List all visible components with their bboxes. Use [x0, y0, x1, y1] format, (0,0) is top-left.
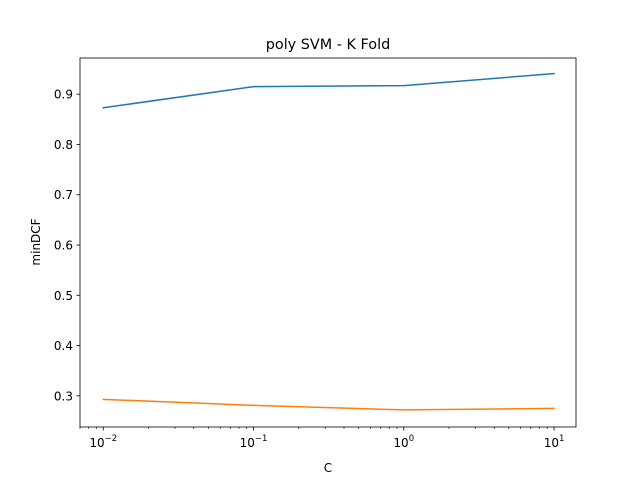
- x-tick-label: 10−1: [240, 434, 268, 450]
- series-line-1: [102, 72, 555, 109]
- axes-frame: [79, 57, 577, 428]
- x-axis-label: C: [324, 461, 332, 475]
- x-tick-label: 10−2: [89, 434, 117, 450]
- y-tick-label: 0.8: [54, 138, 73, 152]
- y-axis-label: minDCF: [29, 218, 43, 265]
- chart-title: poly SVM - K Fold: [266, 37, 390, 53]
- x-tick-label: 101: [544, 434, 565, 450]
- y-tick-label: 0.6: [54, 239, 73, 253]
- y-tick-label: 0.5: [54, 289, 73, 303]
- y-tick-label: 0.3: [54, 389, 73, 403]
- y-tick-label: 0.7: [54, 188, 73, 202]
- plot-area: 10−2 10−1 100 101 0.3 0.4 0.5 0.6 0.7 0.8 0.9: [54, 57, 577, 450]
- x-tick-label: 100: [393, 434, 414, 450]
- series-line-2: [102, 398, 555, 411]
- y-tick-label: 0.4: [54, 339, 73, 353]
- y-tick-label: 0.9: [54, 88, 73, 102]
